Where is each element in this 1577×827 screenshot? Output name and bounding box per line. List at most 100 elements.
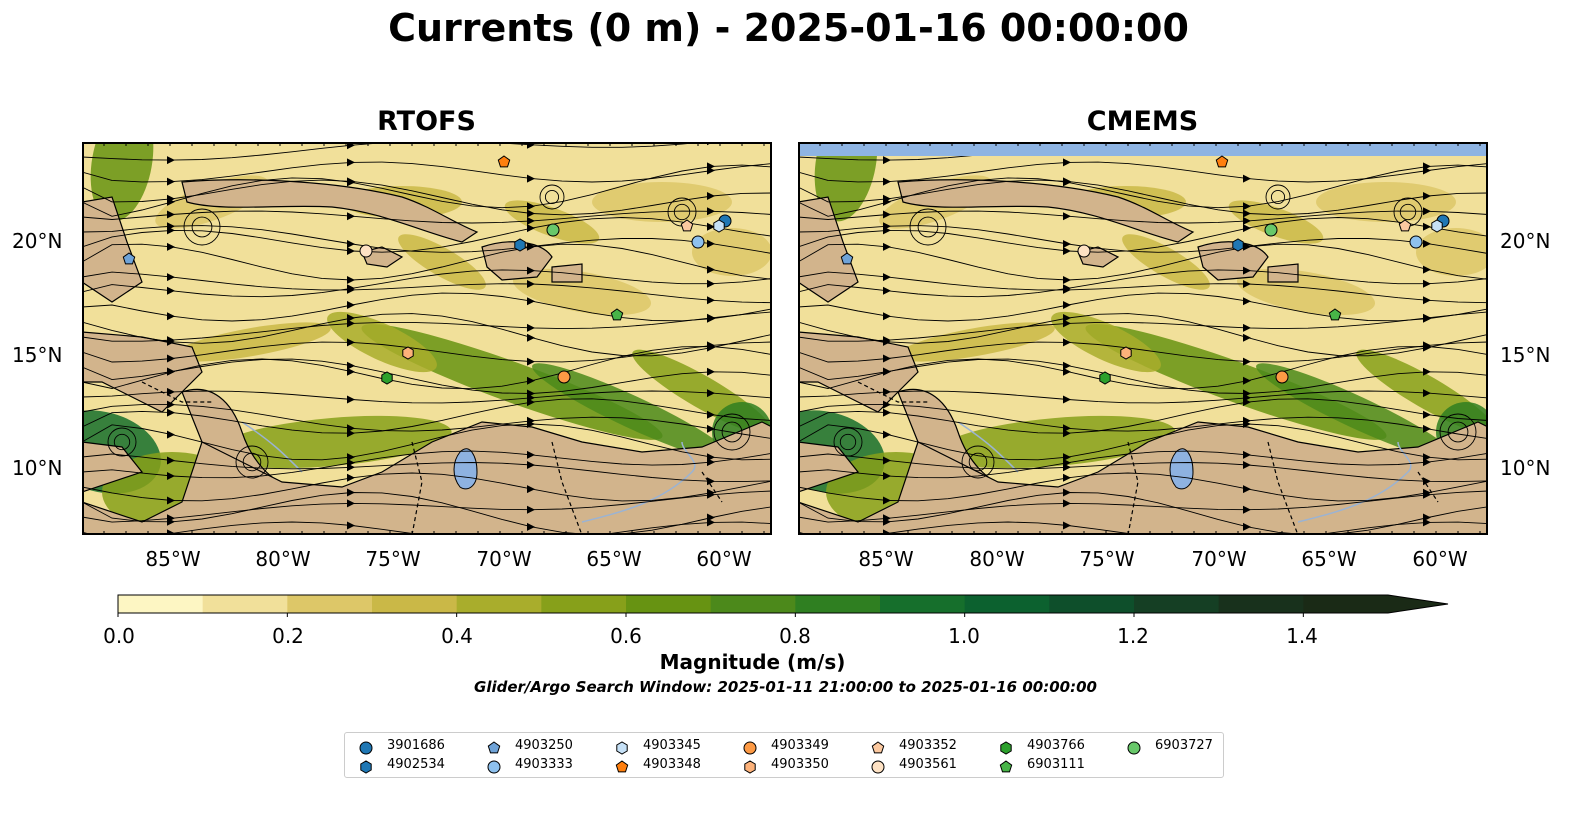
legend-marker: [1127, 741, 1141, 755]
streamline-arrow: [883, 177, 891, 186]
streamline-arrow: [883, 286, 891, 295]
map-panel-cmems[interactable]: [798, 142, 1488, 535]
streamline-arrow: [883, 514, 891, 523]
streamline-arrow: [1063, 247, 1071, 255]
streamline-arrow: [707, 367, 715, 376]
streamline: [798, 210, 1488, 224]
streamline-arrow: [527, 280, 535, 288]
streamline: [82, 164, 772, 217]
streamline-arrow: [347, 453, 355, 462]
legend-marker: [743, 741, 757, 755]
streamline-arrow: [1243, 242, 1251, 251]
streamline-arrow: [1423, 279, 1431, 288]
float-marker: [1215, 155, 1229, 168]
lon-label-85w-right: 85°W: [858, 547, 914, 571]
float-marker: [1409, 235, 1423, 249]
streamline-arrow: [883, 242, 891, 251]
streamline: [82, 271, 772, 304]
streamline: [798, 313, 1488, 357]
map-panel-rtofs[interactable]: [82, 142, 772, 535]
current-speed-patch: [692, 228, 772, 276]
streamline-arrow: [167, 312, 175, 321]
streamline-arrow: [883, 273, 891, 282]
streamline: [82, 358, 772, 394]
colorbar: [117, 594, 1449, 617]
search-window-text: Glider/Argo Search Window: 2025-01-11 21…: [474, 678, 1097, 696]
streamline-arrow: [1423, 207, 1431, 216]
streamline-arrow: [707, 424, 715, 433]
streamline: [798, 490, 1488, 523]
lon-label-60w-right: 60°W: [1412, 547, 1468, 571]
streamline-arrow: [527, 323, 535, 332]
colorbar-tick: 0.4: [441, 624, 473, 648]
eddy-streamline: [539, 184, 565, 210]
eddy-streamline: [673, 203, 691, 221]
streamline: [798, 453, 1488, 483]
float-marker: [1120, 346, 1132, 360]
lat-label-20n: 20°N: [12, 229, 63, 253]
colorbar-segment: [880, 595, 966, 613]
streamline-arrow: [167, 496, 175, 505]
country-border: [411, 441, 423, 535]
streamline-arrow: [167, 367, 175, 376]
streamline: [82, 521, 772, 535]
float-marker: [381, 371, 393, 385]
streamline-arrow: [707, 265, 715, 274]
colorbar-segment: [118, 595, 204, 613]
streamline-arrow: [707, 162, 715, 171]
streamline: [798, 358, 1488, 394]
streamline-arrow: [1243, 398, 1251, 407]
streamline: [82, 423, 772, 461]
streamline: [798, 390, 1488, 404]
eddy-streamline: [113, 433, 131, 451]
float-marker: [497, 155, 511, 168]
float-marker: [1232, 238, 1244, 252]
streamline-arrow: [347, 429, 355, 438]
streamline-arrow: [167, 197, 175, 206]
current-speed-patch: [90, 142, 154, 222]
streamline-arrow: [167, 177, 175, 186]
streamline: [798, 423, 1488, 461]
streamline-arrow: [527, 450, 535, 459]
streamline-arrow: [883, 312, 891, 321]
streamline-arrow: [883, 456, 891, 465]
float-marker: [1077, 244, 1091, 258]
streamline-arrow: [883, 408, 891, 417]
legend-marker: [359, 741, 373, 755]
float-marker: [713, 219, 725, 233]
legend-marker: [487, 760, 501, 774]
lon-label-75w-right: 75°W: [1079, 547, 1135, 571]
legend-marker: [871, 760, 885, 774]
streamline-arrow: [1243, 209, 1251, 218]
country-border: [857, 381, 928, 403]
streamline-arrow: [1423, 162, 1431, 171]
legend-marker: [1000, 741, 1012, 755]
streamline-arrow: [707, 313, 715, 322]
streamline: [798, 217, 1488, 253]
streamline-arrow: [527, 174, 535, 183]
legend-marker-icon: [871, 760, 885, 774]
float-marker: [1264, 223, 1278, 237]
legend-marker-icon: [487, 741, 501, 754]
streamline-arrow: [527, 505, 535, 514]
colorbar-segment: [1134, 595, 1220, 613]
streamline-arrow: [347, 319, 355, 328]
lat-label-15n: 15°N: [12, 343, 63, 367]
streamline-arrow: [167, 387, 175, 396]
colorbar-tick: 0.2: [272, 624, 304, 648]
streamline-arrow: [1423, 367, 1431, 376]
streamline-arrow: [883, 226, 891, 235]
streamline: [82, 292, 772, 322]
streamline-arrow: [167, 514, 175, 523]
streamline: [798, 161, 1488, 183]
float-marker: [514, 238, 526, 252]
streamline: [82, 450, 772, 479]
lat-label-15n-right: 15°N: [1500, 343, 1551, 367]
streamline-arrow: [1063, 276, 1071, 284]
current-speed-patch: [814, 142, 878, 222]
panel-title-rtofs: RTOFS: [377, 106, 476, 137]
streamline-arrow: [1243, 174, 1251, 183]
streamline-arrow: [1423, 518, 1431, 527]
lon-label-80w-right: 80°W: [969, 547, 1025, 571]
streamline-arrow: [883, 472, 891, 480]
